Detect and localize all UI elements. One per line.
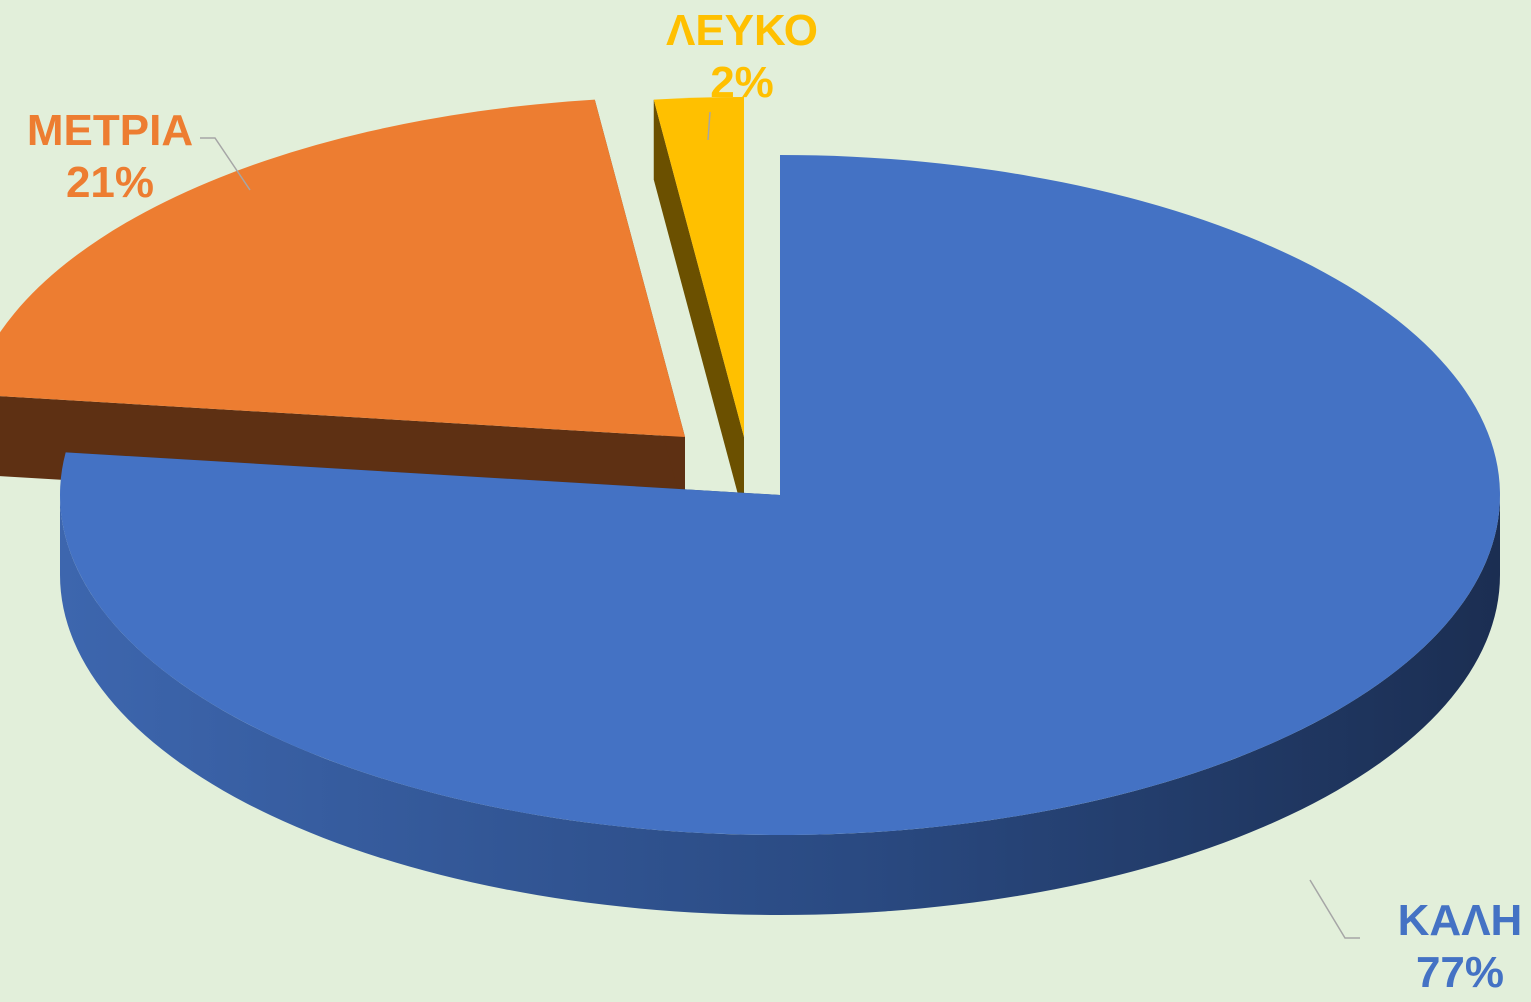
slice-category-2: ΛΕΥΚΟ — [666, 6, 818, 55]
pie-slice-group-0 — [59, 155, 1500, 915]
slice-category-1: ΜΕΤΡΙΑ — [27, 106, 193, 155]
pie-slice-1 — [0, 99, 685, 437]
pie-slice-rim-0-0 — [60, 495, 1500, 915]
pie-slice-group-2 — [653, 97, 744, 517]
slice-label-1: ΜΕΤΡΙΑ 21% — [27, 106, 193, 207]
leader-line-2 — [707, 111, 711, 141]
pie-slice-2 — [653, 97, 744, 437]
slice-percent-1: 21% — [66, 158, 154, 207]
slice-category-0: ΚΑΛΗ — [1398, 896, 1523, 945]
slice-percent-0: 77% — [1416, 948, 1504, 997]
slice-label-2: ΛΕΥΚΟ 2% — [666, 6, 818, 107]
pie-slice-wall-2-0 — [653, 99, 744, 517]
slice-percent-2: 2% — [710, 58, 774, 107]
leader-line-1 — [200, 137, 251, 191]
slice-label-0: ΚΑΛΗ 77% — [1398, 896, 1523, 997]
pie-slice-0 — [59, 155, 1500, 836]
leader-line-0 — [1309, 879, 1360, 939]
